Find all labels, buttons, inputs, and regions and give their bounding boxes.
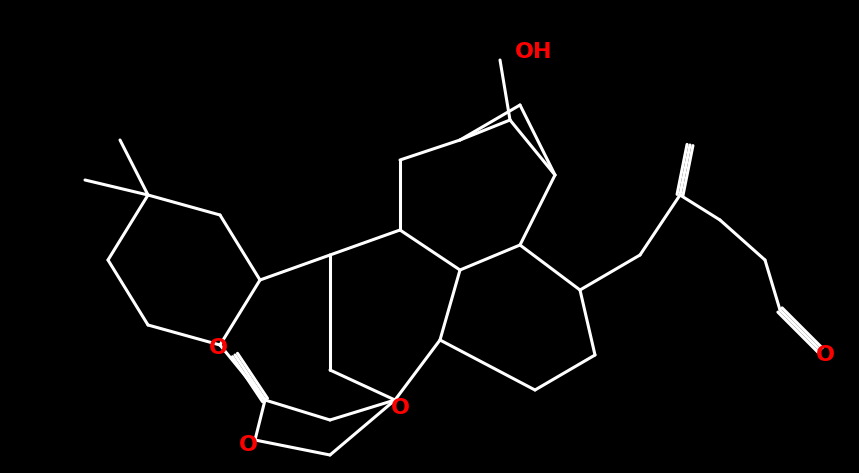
Text: OH: OH — [515, 42, 552, 62]
Text: O: O — [209, 338, 228, 358]
Text: O: O — [815, 345, 834, 365]
Text: O: O — [391, 398, 410, 418]
Text: O: O — [239, 435, 258, 455]
